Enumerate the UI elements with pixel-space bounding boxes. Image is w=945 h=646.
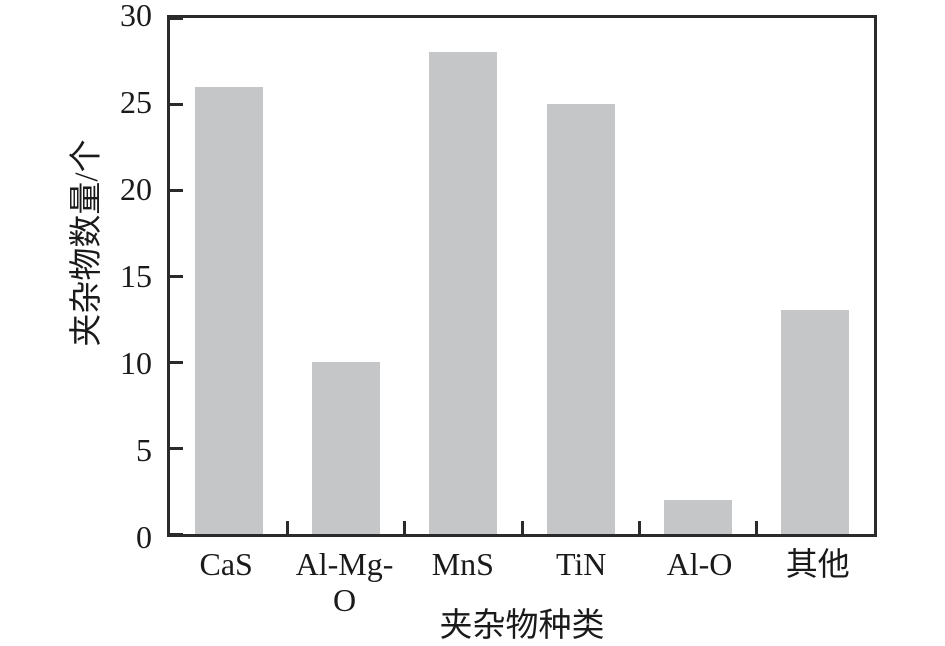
x-tick-mark xyxy=(755,521,759,534)
bar-slot xyxy=(522,18,639,534)
y-tick-label: 20 xyxy=(120,171,152,207)
y-tick-label: 0 xyxy=(136,519,152,555)
y-tick-mark xyxy=(170,274,183,278)
x-category-label: TiN xyxy=(555,546,607,582)
bar xyxy=(311,362,381,534)
y-tick-mark xyxy=(170,446,183,450)
x-category-label: Al-O xyxy=(666,546,733,582)
y-tick-mark xyxy=(170,188,183,192)
y-tick-label: 15 xyxy=(120,258,152,294)
x-tick-mark xyxy=(285,521,289,534)
x-category-label: CaS xyxy=(199,546,253,582)
y-tick-labels: 0 5 10 15 20 25 30 xyxy=(78,0,152,553)
bar xyxy=(194,86,263,534)
y-tick-mark xyxy=(170,360,183,364)
bars-container xyxy=(170,18,874,534)
y-tick-label: 10 xyxy=(120,345,152,381)
bar-slot xyxy=(639,18,756,534)
y-tick-mark xyxy=(170,16,183,20)
x-tick-mark xyxy=(403,521,407,534)
x-category-label: 其他 xyxy=(785,546,850,582)
y-tick-label: 5 xyxy=(136,432,152,468)
y-tick-label: 30 xyxy=(120,0,152,33)
bar xyxy=(781,310,850,534)
bar xyxy=(429,52,498,534)
y-tick-mark xyxy=(170,532,183,536)
x-tick-mark xyxy=(520,521,524,534)
y-tick-label: 25 xyxy=(120,84,152,120)
x-category-labels: CaS Al-Mg-O MnS TiN Al-O 其他 xyxy=(167,546,877,618)
bar-slot xyxy=(757,18,874,534)
plot-area xyxy=(167,15,877,537)
y-tick-mark xyxy=(170,102,183,106)
bar xyxy=(663,499,732,534)
x-category-label: MnS xyxy=(431,546,494,582)
bar-slot xyxy=(287,18,404,534)
x-category-label: Al-Mg-O xyxy=(295,546,394,618)
x-axis-title: 夹杂物种类 xyxy=(439,608,605,644)
bar-slot xyxy=(170,18,287,534)
bar xyxy=(546,104,615,534)
x-tick-mark xyxy=(637,521,641,534)
bar-slot xyxy=(405,18,522,534)
